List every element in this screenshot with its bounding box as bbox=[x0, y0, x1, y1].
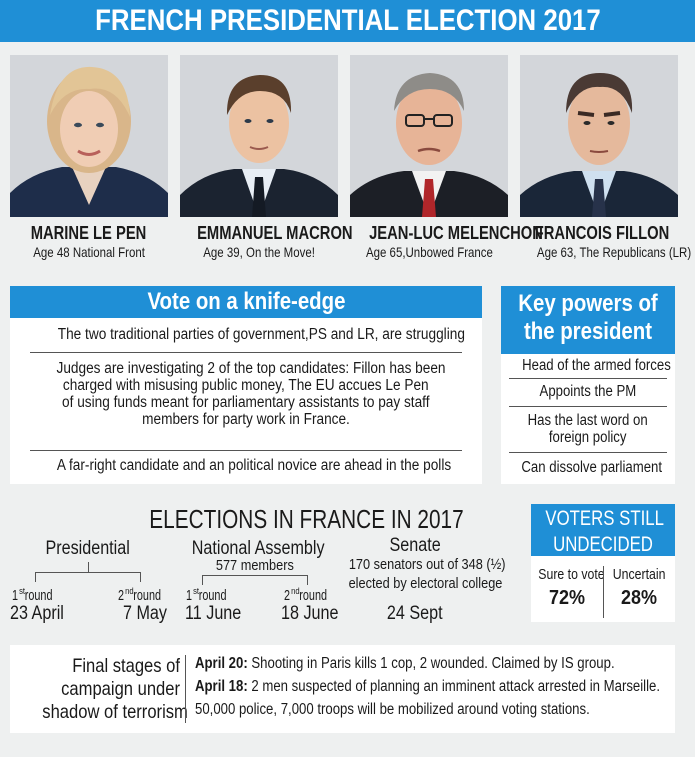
presidential-round2-date: 7 May bbox=[123, 603, 167, 624]
key-powers-heading-bar: Key powers of the president bbox=[501, 286, 675, 354]
divider bbox=[509, 406, 667, 407]
candidate-card-le-pen: MARINE LE PEN Age 48 National Front bbox=[10, 55, 168, 262]
key-powers-panel: Key powers of the president Head of the … bbox=[501, 286, 675, 484]
assembly-label: National Assembly bbox=[191, 538, 325, 559]
knife-edge-heading: Vote on a knife-edge bbox=[147, 288, 345, 315]
divider bbox=[30, 450, 462, 451]
bracket-stem bbox=[88, 562, 89, 572]
candidate-detail: Age 63, The Republicans (LR) bbox=[536, 244, 692, 260]
candidate-photo-le-pen bbox=[10, 55, 168, 217]
assembly-round2-label: 2ndround bbox=[284, 586, 328, 604]
candidate-photo-macron bbox=[180, 55, 338, 217]
candidate-detail: Age 48 National Front bbox=[33, 244, 145, 260]
undecided-heading-bar: VOTERS STILL UNDECIDED bbox=[531, 504, 675, 556]
page-title: FRENCH PRESIDENTIAL ELECTION 2017 bbox=[94, 4, 601, 37]
candidate-name: FRANCOIS FILLON bbox=[534, 223, 670, 243]
divider bbox=[603, 566, 604, 618]
uncertain-stat: Uncertain 28% bbox=[613, 566, 666, 609]
terrorism-heading: Final stages of campaign under shadow of… bbox=[42, 655, 188, 723]
candidate-name: JEAN-LUC MELENCHON bbox=[369, 223, 543, 243]
key-powers-heading-line: Key powers of bbox=[518, 290, 658, 317]
portrait-fillon-image bbox=[520, 55, 678, 217]
assembly-round1-label: 1stround bbox=[186, 586, 227, 604]
assembly-round1-date: 11 June bbox=[185, 603, 242, 624]
candidate-card-macron: EMMANUEL MACRON Age 39, On the Move! bbox=[180, 55, 353, 262]
candidate-photo-fillon bbox=[520, 55, 678, 217]
senate-election-method: elected by electoral college bbox=[348, 575, 503, 592]
key-powers-heading-line: the president bbox=[523, 318, 653, 345]
candidate-name: EMMANUEL MACRON bbox=[197, 223, 353, 243]
presidential-round1-date: 23 April bbox=[10, 603, 64, 624]
candidate-card-melenchon: JEAN-LUC MELENCHON Age 65,Unbowed France bbox=[350, 55, 543, 262]
assembly-round2-date: 18 June bbox=[281, 603, 339, 624]
senate-label: Senate bbox=[389, 535, 441, 556]
terror-event-april-20: April 20: Shooting in Paris kills 1 cop,… bbox=[195, 655, 615, 672]
security-deployment-note: 50,000 police, 7,000 troops will be mobi… bbox=[195, 701, 590, 718]
portrait-melenchon-image bbox=[350, 55, 508, 217]
power-item: Appoints the PM bbox=[539, 383, 637, 400]
divider bbox=[185, 655, 186, 723]
portrait-macron-image bbox=[180, 55, 338, 217]
presidential-label: Presidential bbox=[45, 538, 131, 559]
knife-edge-item: A far-right candidate and an political n… bbox=[56, 457, 452, 474]
elections-heading: ELECTIONS IN FRANCE IN 2017 bbox=[149, 504, 464, 534]
knife-edge-heading-bar: Vote on a knife-edge bbox=[10, 286, 482, 318]
candidate-card-fillon: FRANCOIS FILLON Age 63, The Republicans … bbox=[520, 55, 691, 262]
knife-edge-panel: Vote on a knife-edge The two traditional… bbox=[10, 286, 482, 484]
presidential-bracket bbox=[35, 572, 141, 582]
presidential-round1-label: 1stround bbox=[12, 586, 53, 604]
sure-to-vote-stat: Sure to vote 72% bbox=[538, 566, 605, 609]
undecided-panel: VOTERS STILL UNDECIDED Sure to vote 72% … bbox=[531, 504, 675, 622]
undecided-heading-line: VOTERS STILL bbox=[545, 507, 664, 530]
power-item: Head of the armed forces bbox=[522, 357, 671, 374]
senate-date: 24 Sept bbox=[387, 603, 443, 624]
terrorism-panel: Final stages of campaign under shadow of… bbox=[10, 645, 675, 733]
title-banner: FRENCH PRESIDENTIAL ELECTION 2017 bbox=[0, 0, 695, 42]
knife-edge-item: Judges are investigating 2 of the top ca… bbox=[56, 360, 446, 428]
candidate-name: MARINE LE PEN bbox=[31, 223, 147, 243]
candidate-detail: Age 65,Unbowed France bbox=[365, 244, 493, 260]
presidential-round2-label: 2ndround bbox=[118, 586, 162, 604]
power-item: Has the last word on foreign policy bbox=[527, 412, 649, 446]
power-item: Can dissolve parliament bbox=[521, 459, 663, 476]
divider bbox=[509, 452, 667, 453]
senate-composition: 170 senators out of 348 (½) bbox=[348, 556, 506, 573]
assembly-bracket bbox=[202, 575, 308, 585]
assembly-members: 577 members bbox=[216, 557, 294, 574]
undecided-heading-line: UNDECIDED bbox=[553, 533, 653, 556]
knife-edge-item: The two traditional parties of governmen… bbox=[57, 326, 465, 343]
candidate-photo-melenchon bbox=[350, 55, 508, 217]
portrait-le-pen-image bbox=[10, 55, 168, 217]
divider bbox=[30, 352, 462, 353]
divider bbox=[509, 378, 667, 379]
candidate-detail: Age 39, On the Move! bbox=[203, 244, 315, 260]
terror-event-april-18: April 18: 2 men suspected of planning an… bbox=[195, 678, 661, 695]
